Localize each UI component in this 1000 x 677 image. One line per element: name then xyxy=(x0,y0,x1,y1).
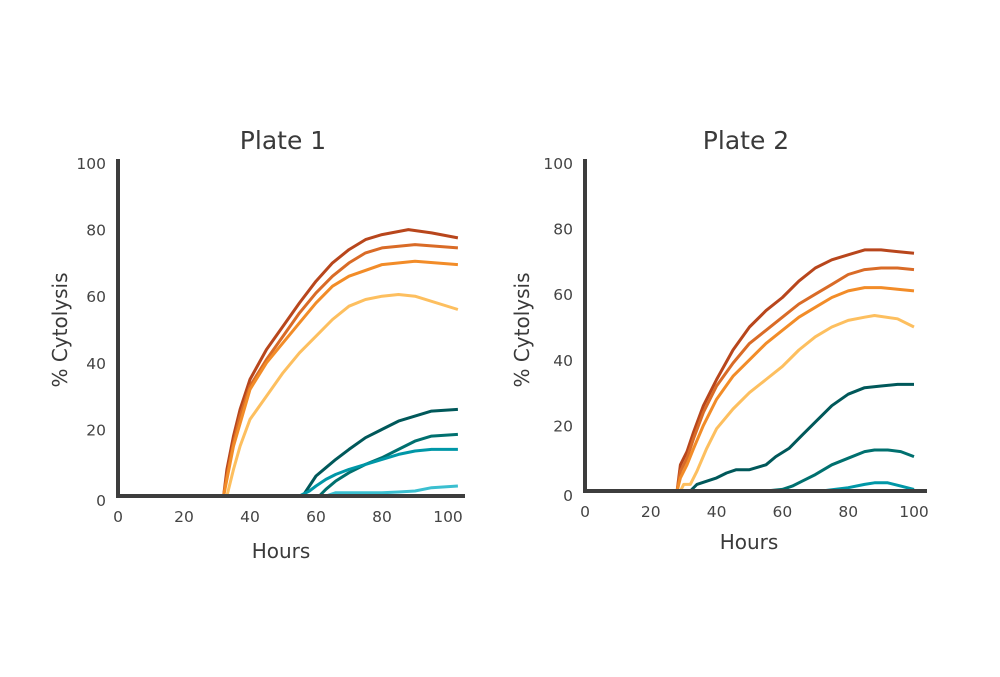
y-tick-label: 80 xyxy=(86,222,106,240)
x-tick-label: 80 xyxy=(372,508,392,526)
x-axis-label: Hours xyxy=(720,530,779,554)
y-tick-label: 0 xyxy=(96,492,106,510)
x-tick-label: 20 xyxy=(174,508,194,526)
series-line-5 xyxy=(585,382,914,493)
series-line-4 xyxy=(118,293,459,498)
x-axis-label: Hours xyxy=(252,539,311,563)
y-tick-label: 60 xyxy=(86,288,106,306)
x-tick-label: 40 xyxy=(240,508,260,526)
y-tick-label: 40 xyxy=(86,355,106,373)
series-line-3 xyxy=(118,259,459,498)
y-tick-label: 80 xyxy=(553,221,573,239)
plate-2-chart: Plate 2 Hours % Cytolysis 0 20 40 60 80 100 0 2… xyxy=(510,126,929,554)
x-tick-label: 80 xyxy=(838,503,858,521)
plate-1-chart: Plate 1 Hours % Cytolysis 0 20 40 60 80 100 0 2… xyxy=(48,126,465,563)
y-tick-label: 20 xyxy=(86,421,106,439)
series-line-1 xyxy=(585,248,915,493)
y-axis-label: % Cytolysis xyxy=(510,272,534,387)
series-line-4 xyxy=(585,314,915,493)
chart-title: Plate 1 xyxy=(240,126,326,155)
y-tick-label: 100 xyxy=(76,155,106,173)
x-tick-label: 60 xyxy=(306,508,326,526)
y-tick-label: 20 xyxy=(553,417,573,435)
x-tick-label: 0 xyxy=(580,503,590,521)
y-tick-label: 60 xyxy=(553,286,573,304)
x-tick-label: 100 xyxy=(433,508,463,526)
series-line-3 xyxy=(585,286,915,493)
y-tick-label: 40 xyxy=(553,352,573,370)
x-tick-label: 40 xyxy=(707,503,727,521)
series-line-7 xyxy=(118,447,458,498)
x-tick-label: 100 xyxy=(899,503,929,521)
x-tick-label: 0 xyxy=(113,508,123,526)
x-tick-label: 20 xyxy=(641,503,661,521)
y-tick-label: 0 xyxy=(563,487,573,505)
series-line-5 xyxy=(118,407,458,498)
y-axis-label: % Cytolysis xyxy=(48,272,72,387)
y-tick-label: 100 xyxy=(543,155,573,173)
chart-title: Plate 2 xyxy=(703,126,789,155)
series-line-2 xyxy=(585,266,915,493)
series-line-2 xyxy=(118,243,459,498)
x-tick-label: 60 xyxy=(773,503,793,521)
series-line-1 xyxy=(118,228,459,498)
series-line-6 xyxy=(118,432,458,498)
